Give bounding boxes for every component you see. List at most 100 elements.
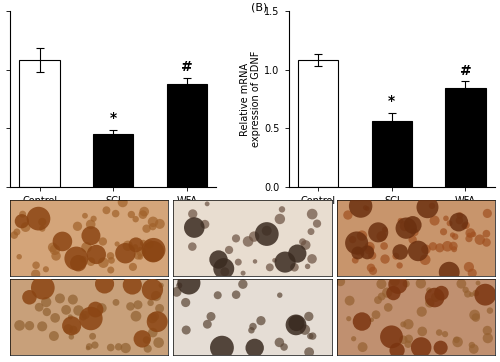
Point: [85, 344, 93, 349]
Point: [276, 216, 284, 222]
Point: [438, 290, 446, 296]
Point: [48, 244, 56, 250]
Point: [266, 265, 274, 270]
Point: [305, 313, 313, 319]
Point: [39, 285, 47, 291]
Point: [444, 243, 452, 249]
Point: [239, 281, 247, 287]
Point: [292, 320, 300, 326]
Point: [304, 264, 312, 269]
Bar: [20, 60, 60, 187]
Point: [394, 281, 402, 287]
Point: [100, 281, 108, 287]
Point: [204, 321, 212, 327]
Y-axis label: Relative mRNA
expression of GDNF: Relative mRNA expression of GDNF: [240, 51, 262, 147]
Point: [188, 244, 196, 249]
Point: [468, 292, 475, 298]
Point: [452, 337, 460, 343]
Point: [38, 219, 46, 225]
Point: [306, 333, 314, 339]
Point: [156, 306, 164, 311]
Point: [140, 209, 148, 215]
Point: [366, 244, 374, 250]
Point: [87, 233, 95, 239]
Point: [152, 293, 160, 299]
Point: [112, 299, 120, 305]
Point: [69, 296, 77, 302]
Point: [92, 252, 100, 257]
Point: [132, 313, 140, 319]
Point: [482, 240, 490, 245]
Point: [404, 321, 412, 327]
Point: [451, 234, 459, 240]
Point: [150, 313, 158, 319]
Point: [276, 340, 283, 345]
Point: [351, 257, 359, 263]
Point: [402, 225, 410, 231]
Point: [417, 281, 425, 286]
Point: [363, 249, 371, 255]
Point: [153, 319, 161, 325]
Point: [281, 259, 289, 265]
Point: [132, 242, 140, 248]
Point: [136, 254, 144, 260]
Point: [263, 231, 271, 237]
Point: [294, 251, 302, 257]
Point: [358, 319, 366, 324]
Point: [356, 203, 364, 209]
Point: [70, 327, 78, 333]
Point: [308, 333, 316, 339]
Point: [462, 222, 470, 228]
Point: [367, 265, 375, 271]
Point: [15, 254, 23, 260]
Point: [355, 249, 363, 254]
Text: #: #: [460, 64, 471, 78]
Point: [214, 292, 222, 298]
Text: (B): (B): [252, 2, 268, 12]
Point: [134, 253, 142, 258]
Point: [249, 324, 257, 329]
Point: [292, 322, 300, 328]
Point: [128, 212, 136, 218]
Point: [396, 218, 404, 224]
Point: [66, 314, 74, 320]
Point: [378, 294, 386, 299]
Point: [435, 330, 443, 336]
Point: [56, 295, 64, 301]
Point: [388, 334, 396, 340]
Point: [417, 345, 425, 350]
Point: [426, 300, 434, 306]
Point: [86, 222, 94, 227]
Point: [472, 315, 480, 320]
Point: [352, 240, 360, 246]
Point: [175, 283, 183, 289]
Point: [81, 213, 89, 219]
Point: [358, 344, 366, 350]
Point: [442, 215, 450, 221]
Point: [302, 242, 310, 248]
Text: *: *: [110, 111, 117, 125]
Point: [32, 262, 40, 268]
Point: [108, 257, 116, 263]
Point: [232, 292, 240, 298]
Point: [220, 266, 228, 272]
Point: [381, 227, 389, 232]
Point: [369, 268, 377, 274]
Point: [486, 308, 494, 313]
Point: [380, 243, 388, 249]
Point: [74, 223, 82, 229]
Point: [50, 333, 58, 339]
Point: [470, 346, 478, 352]
Point: [465, 232, 473, 238]
Point: [225, 247, 233, 253]
Point: [344, 212, 352, 218]
Point: [157, 282, 165, 288]
Point: [362, 205, 370, 211]
Point: [390, 278, 398, 284]
Point: [26, 294, 34, 300]
Point: [118, 199, 126, 205]
Point: [146, 300, 154, 306]
Point: [207, 313, 215, 319]
Point: [149, 330, 157, 336]
Point: [257, 318, 265, 324]
